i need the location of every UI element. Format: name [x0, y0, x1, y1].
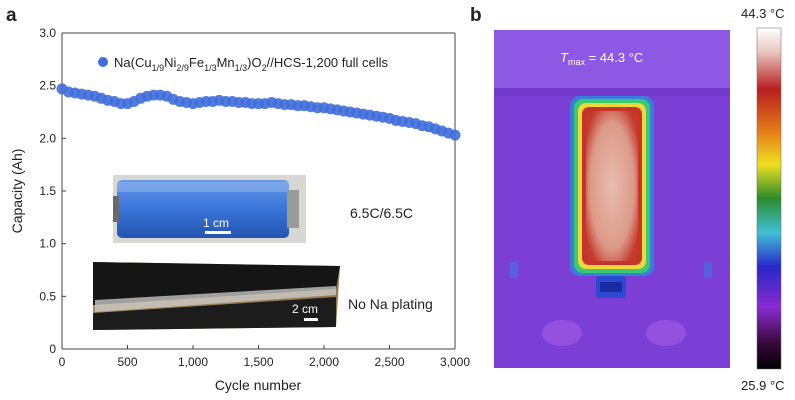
electrode-photo-inset: 2 cm [93, 262, 340, 330]
axis-ticks: 0 500 1,000 1,500 2,000 2,500 3,000 0 0.5 1.0 1.5 2… [39, 26, 470, 369]
colorbar [756, 27, 782, 370]
scalebar-cell-label: 1 cm [203, 216, 229, 230]
cell-hotspot [586, 111, 638, 261]
x-tick-label: 2,500 [374, 355, 404, 369]
data-points [56, 83, 461, 141]
y-tick-label: 1.0 [39, 237, 56, 251]
y-tick-label: 2.0 [39, 131, 56, 145]
x-tick-label: 0 [59, 355, 66, 369]
legend-marker [98, 57, 108, 67]
cell-photo-inset: 1 cm [113, 175, 306, 243]
data-point [449, 129, 461, 141]
x-tick-label: 3,000 [440, 355, 470, 369]
y-tick-label: 1.5 [39, 184, 56, 198]
thermal-image: Tmax = 44.3 °C [494, 30, 730, 368]
colorbar-max-label: 44.3 °C [741, 6, 785, 21]
y-tick-label: 2.5 [39, 79, 56, 93]
legend: Na(Cu1/9Ni2/9Fe1/3Mn1/3)O2//HCS-1,200 fu… [98, 55, 389, 73]
x-axis-title: Cycle number [215, 377, 302, 393]
y-tick-label: 0.5 [39, 289, 56, 303]
panel-a-label: a [6, 5, 17, 26]
x-tick-label: 2,000 [309, 355, 339, 369]
x-tick-label: 500 [117, 355, 137, 369]
scalebar-electrode [304, 318, 318, 321]
x-tick-label: 1,000 [178, 355, 208, 369]
plating-annotation: No Na plating [348, 296, 433, 312]
tmax-label: Tmax = 44.3 °C [560, 50, 643, 67]
y-tick-label: 0 [49, 342, 56, 356]
x-tick-label: 1,500 [243, 355, 273, 369]
scalebar-electrode-label: 2 cm [292, 302, 318, 316]
colorbar-min-label: 25.9 °C [741, 378, 785, 393]
y-tick-label: 3.0 [39, 26, 56, 40]
legend-label: Na(Cu1/9Ni2/9Fe1/3Mn1/3)O2//HCS-1,200 fu… [114, 55, 389, 73]
y-axis-title: Capacity (Ah) [9, 149, 25, 234]
scalebar-cell [205, 231, 231, 234]
panel-b-label: b [470, 5, 482, 26]
rate-annotation: 6.5C/6.5C [350, 205, 413, 221]
